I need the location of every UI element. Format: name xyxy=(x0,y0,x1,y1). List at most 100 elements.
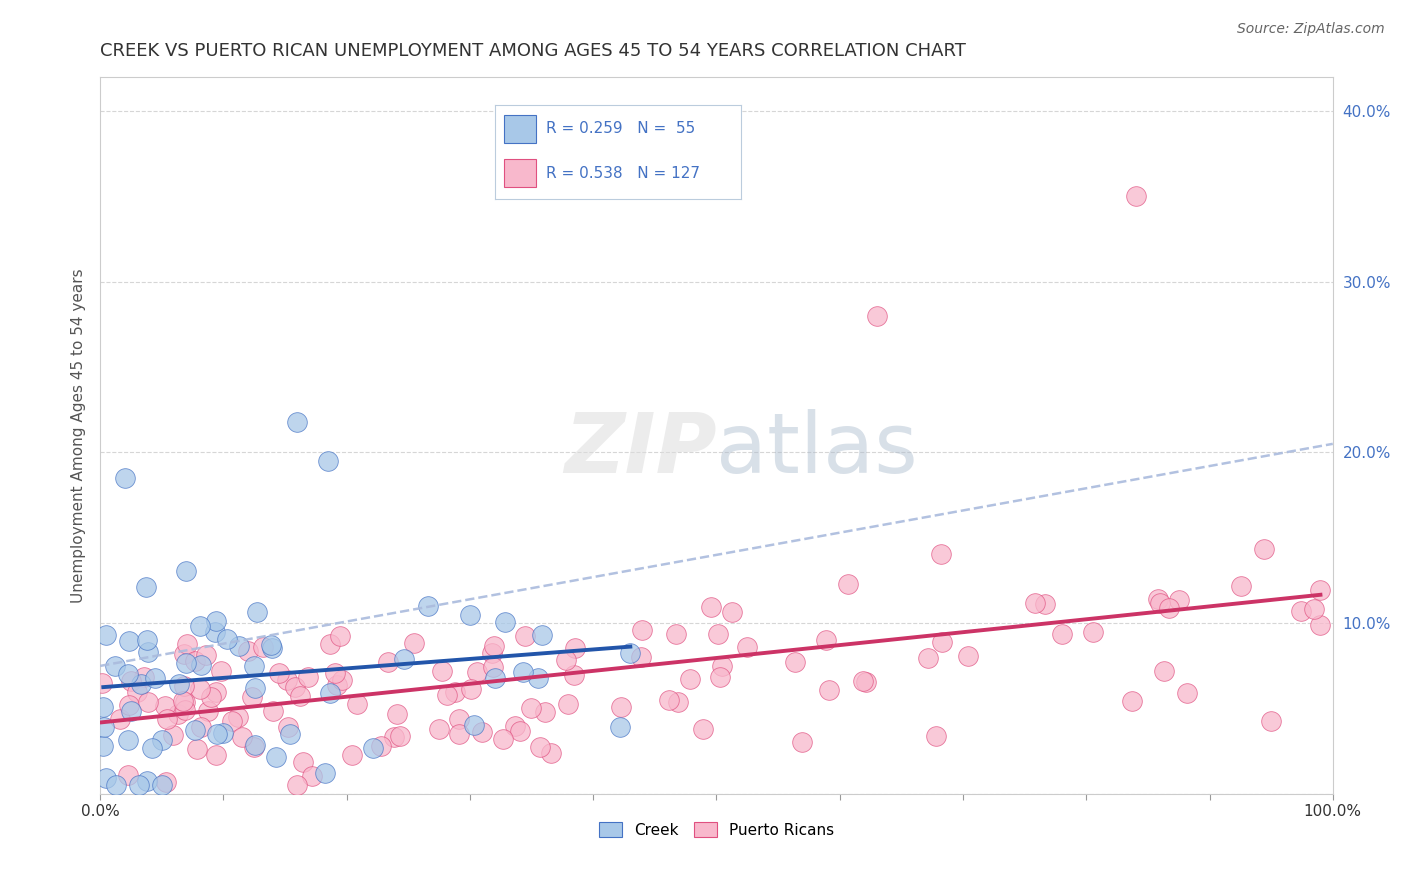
Point xyxy=(169,677,191,691)
Point xyxy=(236,644,259,658)
Point xyxy=(228,640,250,654)
Point xyxy=(174,564,197,578)
Point xyxy=(1125,189,1147,203)
Point xyxy=(1147,591,1170,606)
Point xyxy=(143,671,166,685)
Point xyxy=(665,626,688,640)
Point xyxy=(792,735,814,749)
Point xyxy=(711,659,734,673)
Point xyxy=(290,689,312,703)
Point xyxy=(156,713,179,727)
Point xyxy=(152,779,174,793)
Point xyxy=(815,632,838,647)
Point xyxy=(557,697,579,711)
Point xyxy=(125,685,148,699)
Point xyxy=(463,718,485,732)
Point xyxy=(917,651,939,665)
Point xyxy=(209,664,232,678)
Point xyxy=(91,699,114,714)
Point xyxy=(503,719,526,733)
Point xyxy=(135,580,157,594)
Point xyxy=(285,779,308,793)
Point xyxy=(931,635,953,649)
Point xyxy=(1230,579,1253,593)
Point xyxy=(118,634,141,648)
Point xyxy=(117,667,139,681)
Point xyxy=(785,655,807,669)
Point xyxy=(329,629,352,643)
Point xyxy=(184,654,207,668)
Point xyxy=(361,741,384,756)
Point xyxy=(404,636,426,650)
Point xyxy=(243,658,266,673)
Point xyxy=(382,730,405,744)
Point xyxy=(200,690,222,705)
Point xyxy=(370,739,392,753)
Point xyxy=(709,670,731,684)
Point xyxy=(162,728,184,742)
Point xyxy=(184,723,207,737)
Point xyxy=(449,727,471,741)
Point xyxy=(465,665,488,679)
Point xyxy=(264,750,287,764)
Point xyxy=(316,454,339,468)
Point xyxy=(240,690,263,704)
Point xyxy=(120,704,142,718)
Text: Source: ZipAtlas.com: Source: ZipAtlas.com xyxy=(1237,22,1385,37)
Point xyxy=(520,701,543,715)
Point xyxy=(176,637,198,651)
Point xyxy=(491,731,513,746)
Point xyxy=(105,779,128,793)
Point xyxy=(346,698,368,712)
Point xyxy=(443,684,465,698)
Point xyxy=(150,733,173,747)
Point xyxy=(527,672,550,686)
Point xyxy=(128,779,150,793)
Point xyxy=(231,730,253,744)
Point xyxy=(416,599,439,613)
Point xyxy=(471,724,494,739)
Point xyxy=(243,738,266,752)
Point xyxy=(394,651,416,665)
Point xyxy=(205,684,228,698)
Point xyxy=(276,673,298,688)
Point xyxy=(389,730,412,744)
Point xyxy=(513,629,536,643)
Point xyxy=(117,732,139,747)
Point xyxy=(188,682,211,697)
Point xyxy=(117,768,139,782)
Point xyxy=(173,679,195,693)
Point xyxy=(205,615,228,629)
Point xyxy=(277,720,299,734)
Point xyxy=(1149,596,1171,610)
Point xyxy=(837,577,859,591)
Point xyxy=(108,712,131,726)
Text: atlas: atlas xyxy=(717,409,918,490)
Point xyxy=(735,640,758,654)
Y-axis label: Unemployment Among Ages 45 to 54 years: Unemployment Among Ages 45 to 54 years xyxy=(72,268,86,603)
Point xyxy=(114,471,136,485)
Point xyxy=(323,665,346,680)
Point xyxy=(692,722,714,736)
Point xyxy=(1121,694,1143,708)
Point xyxy=(207,726,229,740)
Point xyxy=(332,673,354,687)
Point xyxy=(1303,602,1326,616)
Point xyxy=(94,771,117,785)
Point xyxy=(447,712,470,726)
Point xyxy=(866,309,889,323)
Point xyxy=(1175,686,1198,700)
Point xyxy=(1050,626,1073,640)
Point xyxy=(609,720,631,734)
Point xyxy=(212,726,235,740)
Point xyxy=(325,678,347,692)
Point xyxy=(226,709,249,723)
Point xyxy=(259,638,281,652)
Point xyxy=(1033,597,1056,611)
Point xyxy=(852,674,875,689)
Point xyxy=(427,722,450,736)
Point xyxy=(242,740,264,755)
Point xyxy=(529,740,551,755)
Point xyxy=(93,720,115,734)
Point xyxy=(155,774,177,789)
